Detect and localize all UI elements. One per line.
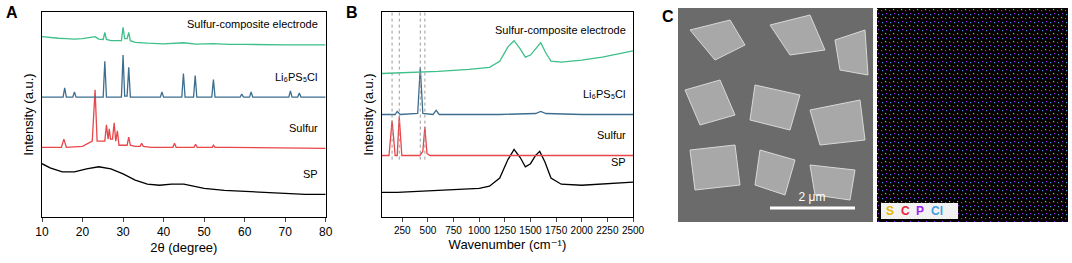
svg-text:C: C — [662, 8, 674, 25]
svg-text:1000: 1000 — [468, 225, 491, 236]
svg-text:50: 50 — [197, 225, 211, 239]
svg-text:Li₆PS₅Cl: Li₆PS₅Cl — [583, 88, 626, 100]
svg-text:10: 10 — [35, 225, 49, 239]
svg-text:750: 750 — [445, 225, 462, 236]
svg-text:70: 70 — [278, 225, 292, 239]
svg-text:Wavenumber (cm⁻¹): Wavenumber (cm⁻¹) — [449, 237, 567, 252]
svg-text:Sulfur: Sulfur — [597, 129, 626, 141]
svg-text:C: C — [901, 204, 910, 218]
svg-text:A: A — [6, 4, 18, 21]
svg-text:2000: 2000 — [571, 225, 594, 236]
svg-text:Li₆PS₅Cl: Li₆PS₅Cl — [275, 71, 318, 83]
svg-text:30: 30 — [116, 225, 130, 239]
svg-text:2θ (degree): 2θ (degree) — [150, 240, 217, 255]
svg-text:20: 20 — [76, 225, 90, 239]
svg-text:1250: 1250 — [494, 225, 517, 236]
svg-text:S: S — [886, 204, 894, 218]
svg-text:250: 250 — [394, 225, 411, 236]
svg-text:2250: 2250 — [596, 225, 619, 236]
svg-text:Intensity (a.u.): Intensity (a.u.) — [21, 73, 36, 155]
svg-text:60: 60 — [238, 225, 252, 239]
svg-text:Sulfur-composite electrode: Sulfur-composite electrode — [187, 18, 318, 30]
svg-text:P: P — [916, 204, 924, 218]
svg-text:1750: 1750 — [545, 225, 568, 236]
svg-text:Sulfur-composite electrode: Sulfur-composite electrode — [495, 24, 626, 36]
svg-text:80: 80 — [319, 225, 333, 239]
svg-text:B: B — [346, 4, 358, 21]
svg-text:1500: 1500 — [519, 225, 542, 236]
svg-text:2 μm: 2 μm — [799, 190, 826, 204]
svg-text:40: 40 — [157, 225, 171, 239]
svg-text:Cl: Cl — [931, 204, 943, 218]
svg-text:Sulfur: Sulfur — [289, 122, 318, 134]
svg-text:SP: SP — [611, 156, 626, 168]
svg-text:Intensity (a.u.): Intensity (a.u.) — [361, 73, 376, 155]
svg-text:SP: SP — [303, 168, 318, 180]
svg-text:2500: 2500 — [622, 225, 645, 236]
svg-text:500: 500 — [420, 225, 437, 236]
